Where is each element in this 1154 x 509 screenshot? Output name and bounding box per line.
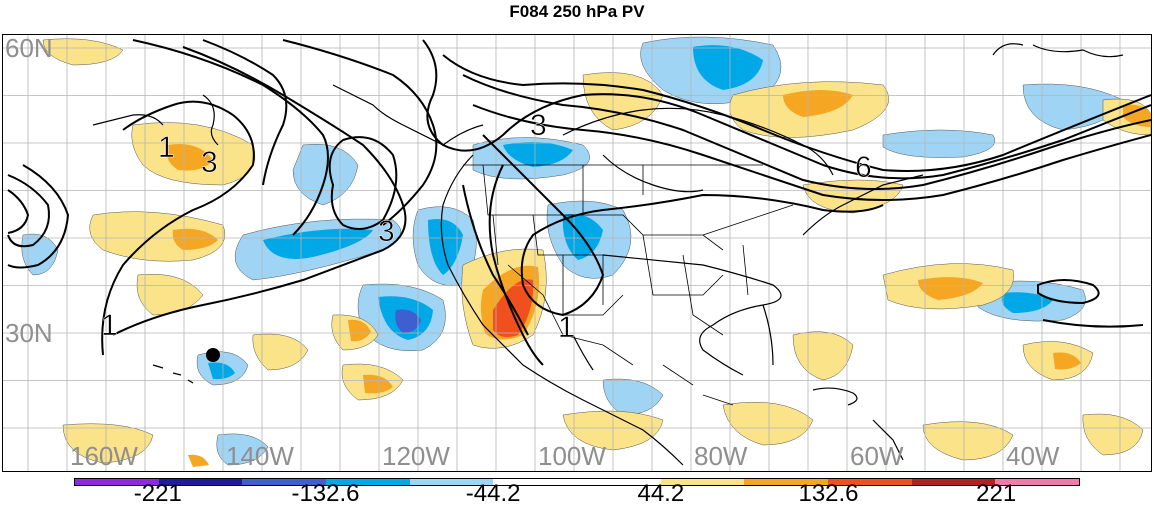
colorbar-swatch [242, 479, 327, 485]
pos-core [1053, 352, 1081, 370]
contour-label: 1 [158, 131, 175, 164]
pos-region [1082, 413, 1144, 456]
pos-core [348, 319, 371, 342]
contour-label: 1 [101, 309, 118, 342]
neg-core [208, 362, 235, 380]
neg-max [395, 309, 421, 333]
colorbar-label: 221 [976, 480, 1017, 507]
colorbar-label: 44.2 [637, 480, 685, 507]
neg-core [428, 219, 463, 275]
lon-label: 120W [382, 441, 450, 471]
map-title: F084 250 hPa PV [509, 2, 645, 21]
pos-region [922, 421, 1014, 461]
pv-shading [21, 36, 1151, 467]
colorbar-swatch [995, 479, 1080, 485]
lat-lon-grid [3, 35, 1151, 471]
station-marker [206, 348, 220, 362]
political-borders [463, 164, 794, 406]
contour-label: 3 [201, 146, 218, 179]
neg-core [693, 45, 763, 90]
lat-label: 60N [5, 34, 53, 63]
neg-region [21, 233, 59, 276]
colorbar-label: -221 [133, 480, 182, 507]
colorbar-swatch [577, 479, 661, 485]
pos-core [166, 144, 213, 171]
pos-region [722, 401, 814, 446]
neg-region [216, 433, 269, 466]
colorbar-swatch [493, 479, 578, 485]
lat-label: 30N [5, 318, 53, 348]
colorbar-swatch [911, 479, 996, 485]
neg-core [263, 228, 373, 259]
colorbar-label: -132.6 [291, 480, 360, 507]
lon-label: 60W [850, 441, 904, 471]
neg-core [503, 141, 573, 167]
colorbar [74, 478, 1080, 486]
pos-region [252, 333, 309, 371]
pos-region [582, 72, 664, 131]
contour-label: 1 [558, 311, 575, 344]
colorbar-label: -44.2 [465, 480, 521, 507]
colorbar-swatch [744, 479, 829, 485]
colorbar-swatch [75, 479, 159, 485]
pos-region [136, 274, 204, 316]
pos-region [792, 331, 854, 381]
lon-label: 80W [694, 441, 748, 471]
lon-label: 100W [538, 441, 606, 471]
pos-core [918, 277, 983, 300]
neg-region [882, 129, 996, 158]
neg-region [602, 378, 664, 416]
lon-label: 140W [226, 441, 294, 471]
contour-label: 3 [530, 109, 547, 142]
colorbar-swatch [326, 479, 410, 485]
pos-core [783, 90, 853, 117]
pos-core [363, 374, 393, 394]
colorbar-swatch [660, 479, 745, 485]
pos-region [62, 423, 154, 464]
contour-label: 3 [378, 215, 395, 248]
colorbar-swatch [828, 479, 912, 485]
colorbar-swatch [158, 479, 243, 485]
neg-core [1001, 292, 1053, 313]
contour-label: 6 [855, 151, 872, 184]
colorbar-label: 132.6 [798, 480, 859, 507]
lon-label: 40W [1006, 441, 1060, 471]
colorbar-swatch [409, 479, 494, 485]
lon-label: 160W [70, 441, 138, 471]
pv-contours [7, 39, 1151, 366]
pos-core [188, 454, 209, 467]
pos-region [42, 38, 124, 66]
